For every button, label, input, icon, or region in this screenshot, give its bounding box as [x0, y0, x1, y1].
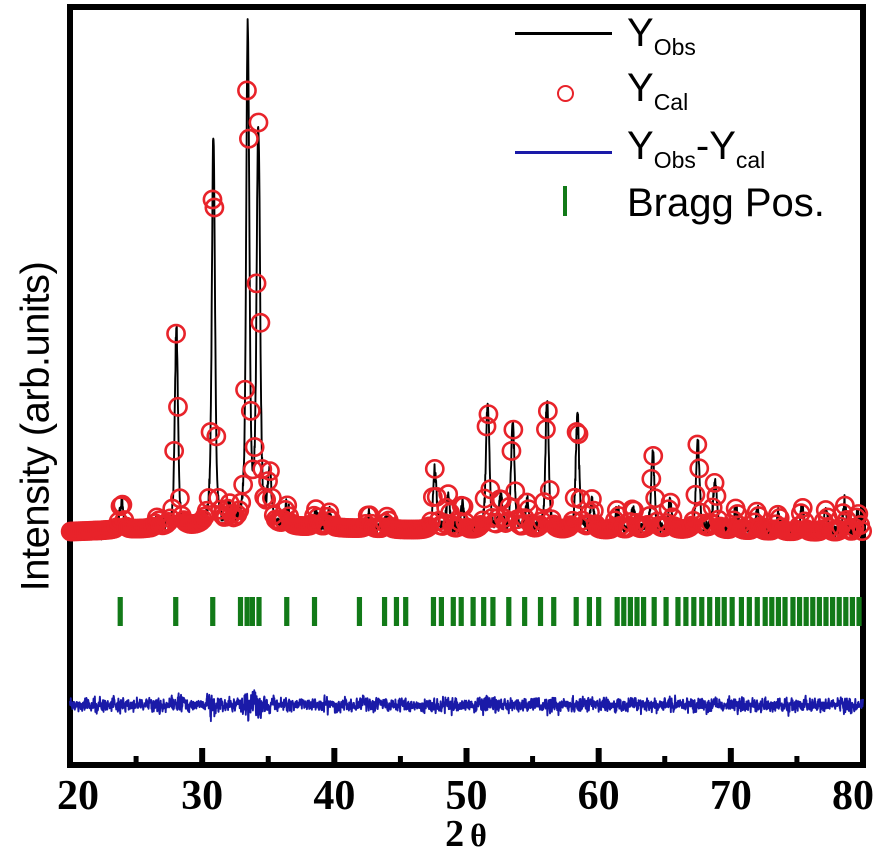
- bragg-positions: [117, 597, 862, 626]
- x-tick-label: 80: [832, 773, 874, 819]
- plot-frame: [67, 4, 866, 768]
- x-tick-label: 70: [709, 773, 752, 819]
- legend-label-bragg: Bragg Pos.: [627, 181, 825, 225]
- legend-key-difference-line: [515, 151, 612, 154]
- x-tick-label: 40: [313, 773, 356, 819]
- axis-ticks: [67, 748, 866, 765]
- x-tick-label: 30: [181, 773, 224, 819]
- legend-label-difference: YObs-Ycal: [627, 124, 766, 173]
- legend-key-bragg-tick: [563, 186, 567, 216]
- y-axis-label: Intensity (arb.units): [13, 261, 58, 592]
- legend-label-ycal: YCal: [627, 66, 689, 115]
- theta-symbol: θ: [470, 817, 487, 853]
- legend-label-yobs: YObs: [627, 11, 696, 60]
- observed-curve: [69, 18, 864, 541]
- difference-curve: [69, 689, 864, 723]
- x-axis-label-text: 2: [445, 813, 465, 855]
- legend-key-yobs-line: [515, 32, 612, 35]
- x-tick-label: 50: [445, 773, 488, 819]
- calculated-markers: [60, 80, 873, 542]
- legend-key-ycal-circle: [557, 85, 574, 102]
- x-tick-label: 60: [577, 773, 620, 819]
- x-tick-label: 20: [57, 773, 99, 819]
